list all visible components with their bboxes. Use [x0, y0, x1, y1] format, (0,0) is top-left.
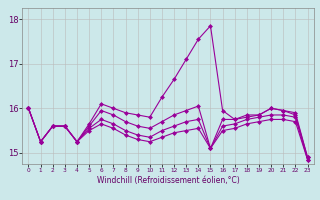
X-axis label: Windchill (Refroidissement éolien,°C): Windchill (Refroidissement éolien,°C) — [97, 176, 239, 185]
